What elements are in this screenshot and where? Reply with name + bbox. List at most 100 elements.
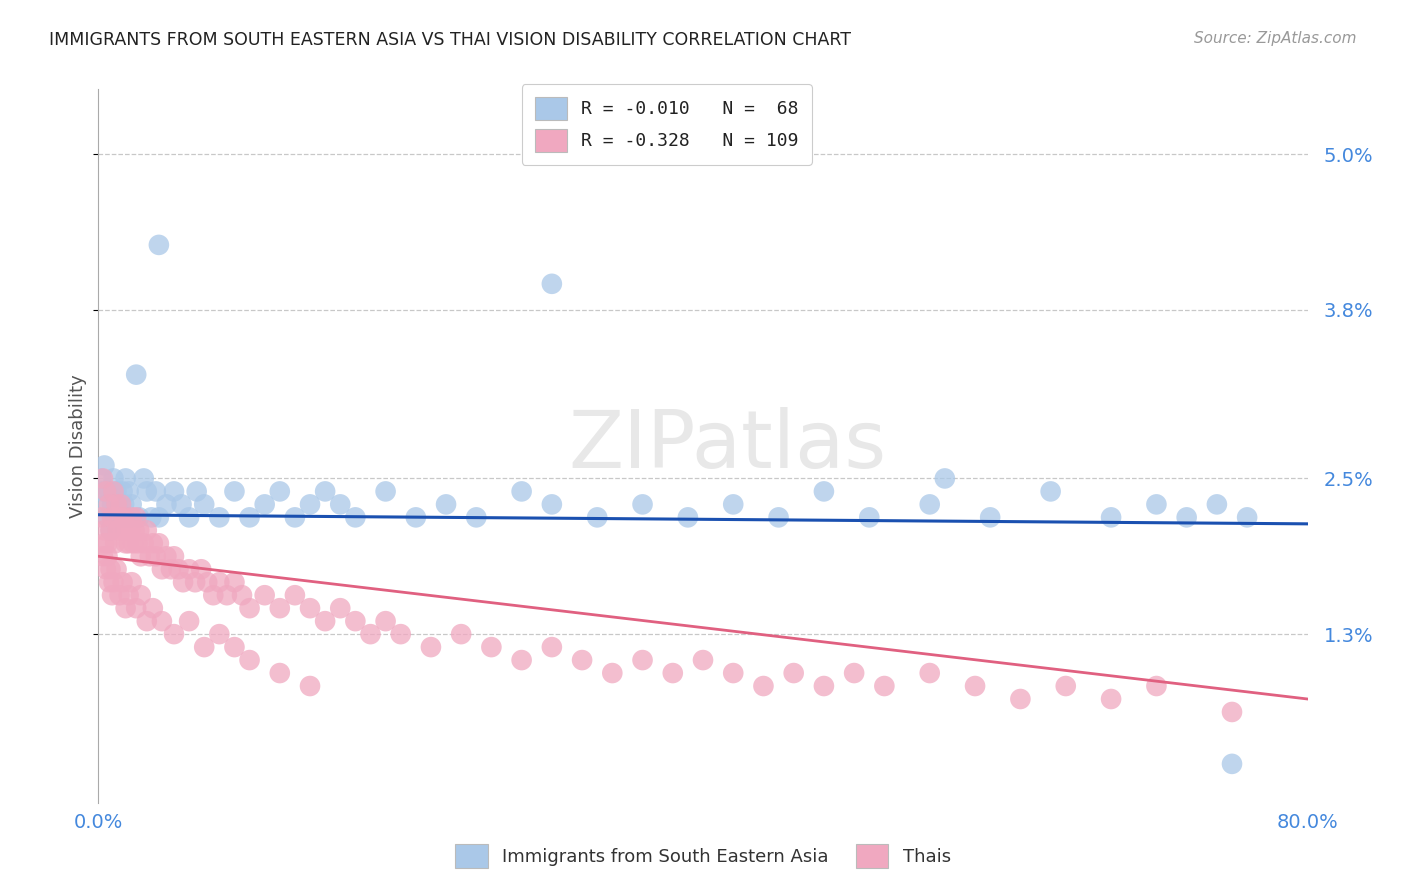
Point [692, 653, 714, 667]
Point [215, 588, 238, 602]
Point [858, 510, 880, 524]
Point [813, 484, 835, 499]
Point [148, 510, 170, 524]
Point [239, 510, 262, 524]
Y-axis label: Vision Disability: Vision Disability [69, 374, 87, 518]
Point [965, 679, 987, 693]
Point [128, 524, 150, 538]
Point [450, 627, 472, 641]
Point [105, 562, 128, 576]
Point [1144, 679, 1167, 693]
Point [163, 627, 186, 641]
Point [374, 614, 396, 628]
Point [510, 484, 533, 499]
Point [179, 614, 201, 628]
Point [239, 601, 262, 615]
Point [783, 666, 806, 681]
Point [329, 601, 352, 615]
Point [1099, 510, 1122, 524]
Point [155, 549, 177, 564]
Point [540, 640, 562, 654]
Point [299, 497, 322, 511]
Point [105, 484, 128, 499]
Point [873, 679, 896, 693]
Point [918, 666, 941, 681]
Point [103, 575, 125, 590]
Point [186, 484, 208, 499]
Point [101, 510, 124, 524]
Point [98, 575, 121, 590]
Point [344, 614, 367, 628]
Point [284, 588, 307, 602]
Point [344, 510, 367, 524]
Point [121, 497, 143, 511]
Point [1220, 705, 1243, 719]
Point [918, 497, 941, 511]
Point [107, 524, 129, 538]
Text: IMMIGRANTS FROM SOUTH EASTERN ASIA VS THAI VISION DISABILITY CORRELATION CHART: IMMIGRANTS FROM SOUTH EASTERN ASIA VS TH… [49, 31, 851, 49]
Point [108, 510, 131, 524]
Point [98, 484, 121, 499]
Point [122, 536, 145, 550]
Point [329, 497, 352, 511]
Point [269, 484, 291, 499]
Point [193, 497, 215, 511]
Point [465, 510, 488, 524]
Point [631, 497, 654, 511]
Point [167, 562, 190, 576]
Point [768, 510, 790, 524]
Point [631, 653, 654, 667]
Legend: Immigrants from South Eastern Asia, Thais: Immigrants from South Eastern Asia, Thai… [444, 834, 962, 879]
Point [111, 484, 134, 499]
Point [125, 368, 148, 382]
Point [114, 471, 136, 485]
Point [115, 510, 138, 524]
Point [127, 536, 149, 550]
Point [360, 627, 382, 641]
Point [91, 549, 114, 564]
Point [510, 653, 533, 667]
Point [269, 666, 291, 681]
Point [121, 575, 143, 590]
Point [120, 524, 142, 538]
Point [979, 510, 1001, 524]
Point [723, 666, 745, 681]
Point [405, 510, 427, 524]
Point [114, 601, 136, 615]
Point [374, 484, 396, 499]
Point [129, 588, 152, 602]
Point [135, 484, 157, 499]
Legend: R = -0.010   N =  68, R = -0.328   N = 109: R = -0.010 N = 68, R = -0.328 N = 109 [522, 84, 811, 165]
Point [125, 601, 148, 615]
Point [934, 471, 956, 485]
Point [118, 536, 141, 550]
Point [103, 471, 125, 485]
Point [101, 497, 124, 511]
Point [434, 497, 457, 511]
Point [1010, 692, 1032, 706]
Point [132, 471, 155, 485]
Point [1220, 756, 1243, 771]
Point [150, 614, 173, 628]
Point [148, 536, 170, 550]
Point [571, 653, 593, 667]
Point [676, 510, 699, 524]
Point [94, 497, 117, 511]
Point [752, 679, 775, 693]
Point [142, 536, 165, 550]
Point [108, 588, 131, 602]
Point [208, 575, 231, 590]
Text: Source: ZipAtlas.com: Source: ZipAtlas.com [1194, 31, 1357, 46]
Point [1099, 692, 1122, 706]
Point [120, 510, 142, 524]
Point [1206, 497, 1229, 511]
Point [723, 497, 745, 511]
Point [110, 497, 132, 511]
Point [141, 510, 163, 524]
Point [150, 562, 173, 576]
Point [314, 614, 336, 628]
Point [132, 536, 155, 550]
Point [224, 484, 246, 499]
Point [112, 510, 135, 524]
Point [125, 510, 148, 524]
